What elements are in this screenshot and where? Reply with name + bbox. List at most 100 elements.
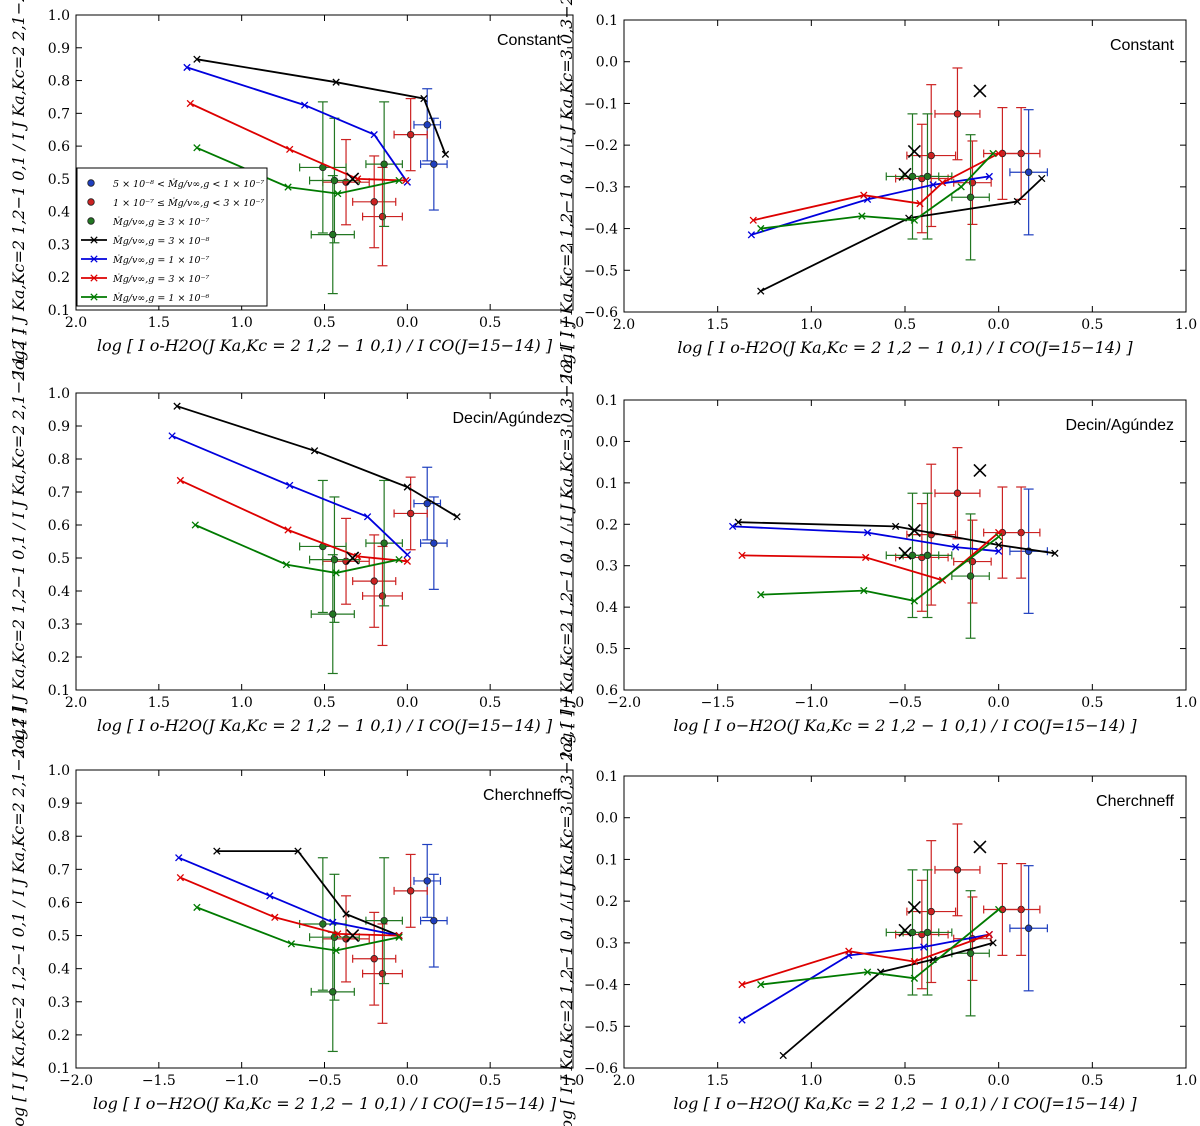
observation-green bbox=[902, 869, 953, 996]
highlight-cross bbox=[973, 840, 987, 854]
panel-title: Constant bbox=[1110, 37, 1175, 54]
observation-red bbox=[393, 853, 428, 928]
series-point bbox=[995, 533, 1003, 541]
series-point bbox=[985, 930, 993, 939]
series-point bbox=[176, 476, 185, 485]
highlight-cross bbox=[907, 523, 921, 538]
y-tick-label: 0.3 bbox=[596, 936, 618, 952]
x-tick-label: 1.0 bbox=[231, 695, 253, 711]
observation-blue bbox=[1009, 109, 1048, 236]
series-point bbox=[282, 560, 291, 569]
observation-green bbox=[365, 479, 403, 607]
observation-point bbox=[329, 988, 337, 996]
observation-point bbox=[406, 509, 415, 518]
series-point bbox=[1051, 549, 1059, 557]
highlight-cross bbox=[346, 928, 360, 943]
series-line bbox=[751, 175, 990, 236]
observation-point bbox=[953, 866, 962, 874]
observation-point bbox=[1024, 168, 1033, 176]
y-tick-label: −0.4 bbox=[584, 222, 618, 238]
series-line bbox=[760, 535, 1000, 602]
observation-point bbox=[380, 539, 388, 547]
y-tick-label: 0.0 bbox=[596, 434, 618, 450]
panel-3: 2.0 1.5 1.0 0.5 0.0 0.5 1.0 0.1 0.2 0.3 0.4 0.5 0.6 0… bbox=[9, 328, 584, 754]
series-point bbox=[271, 913, 279, 922]
x-tick-label: −2.0 bbox=[607, 695, 641, 711]
x-tick-label: 1.0 bbox=[800, 317, 822, 333]
x-tick-label: 0.5 bbox=[479, 315, 501, 331]
series-green bbox=[757, 149, 997, 233]
y-tick-label: 0.2 bbox=[48, 1028, 70, 1044]
series-line bbox=[782, 942, 994, 1057]
x-tick-label: 0.5 bbox=[479, 1073, 501, 1089]
legend-cross bbox=[90, 255, 98, 263]
series-point bbox=[342, 910, 350, 918]
observation-blue bbox=[1009, 865, 1048, 992]
x-tick-label: 0.5 bbox=[1081, 317, 1103, 333]
y-tick-label: 0.1 bbox=[596, 393, 618, 409]
y-tick-label: −0.2 bbox=[584, 138, 618, 154]
observation-point bbox=[329, 610, 337, 618]
legend-dot bbox=[87, 217, 95, 225]
x-tick-label: 0.5 bbox=[313, 695, 335, 711]
series-point bbox=[957, 183, 965, 191]
series-point bbox=[863, 528, 872, 537]
series-point bbox=[294, 847, 302, 855]
series-point bbox=[287, 940, 296, 948]
series-red bbox=[738, 930, 993, 989]
observation-green bbox=[902, 113, 953, 240]
series-green bbox=[757, 533, 1003, 605]
series-point bbox=[300, 101, 309, 109]
series-point bbox=[168, 432, 176, 440]
legend-label: Ṁg/v∞,g ≥ 3 × 10⁻⁷ bbox=[112, 216, 210, 228]
series-line bbox=[760, 152, 994, 230]
x-tick-label: 0.0 bbox=[988, 1073, 1010, 1089]
observation-point bbox=[923, 172, 932, 181]
series-point bbox=[910, 957, 919, 966]
observation-point bbox=[319, 920, 327, 928]
series-point bbox=[332, 569, 340, 577]
highlight-cross bbox=[898, 923, 912, 937]
y-tick-label: 0.4 bbox=[596, 600, 618, 616]
x-tick-label: 1.0 bbox=[562, 1073, 584, 1089]
observation-blue bbox=[413, 88, 442, 162]
series-point bbox=[402, 176, 410, 185]
y-tick-label: −0.5 bbox=[584, 263, 618, 279]
plot-frame bbox=[623, 19, 1187, 313]
series-point bbox=[779, 1051, 787, 1060]
series-line bbox=[732, 525, 999, 553]
series-green bbox=[757, 905, 1003, 989]
series-point bbox=[370, 130, 378, 139]
observation-red bbox=[934, 67, 981, 161]
y-tick-label: 0.2 bbox=[596, 894, 618, 910]
y-tick-label: 0.9 bbox=[48, 41, 70, 57]
y-tick-label: 0.1 bbox=[596, 476, 618, 492]
observation-green bbox=[310, 175, 355, 295]
x-tick-label: 1.0 bbox=[1175, 695, 1197, 711]
legend-entry: Ṁg/v∞,g = 1 × 10⁻⁷ bbox=[81, 254, 210, 266]
series-point bbox=[989, 939, 997, 947]
series-line bbox=[178, 856, 400, 937]
series-point bbox=[213, 847, 221, 855]
series-line bbox=[171, 435, 408, 556]
y-tick-label: 0.4 bbox=[48, 205, 70, 221]
x-axis-label: log [ I o-H2O(J Ka,Kc = 2 1,2 − 1 0,1) /… bbox=[677, 338, 1133, 357]
observation-red bbox=[983, 486, 1022, 579]
series-point bbox=[910, 216, 919, 224]
series-point bbox=[910, 974, 919, 982]
observation-point bbox=[370, 577, 378, 585]
x-tick-label: −0.5 bbox=[888, 695, 922, 711]
observation-point bbox=[378, 969, 387, 978]
series-point bbox=[734, 518, 742, 526]
series-point bbox=[985, 172, 993, 181]
x-tick-label: 0.0 bbox=[396, 695, 418, 711]
observation-point bbox=[966, 949, 975, 957]
x-tick-label: 2.0 bbox=[613, 317, 635, 333]
series-point bbox=[863, 968, 872, 976]
y-axis-label: log [ I J Ka,Kc=2 1,2−1 0,1 / I J Ka,Kc=… bbox=[557, 0, 576, 379]
y-tick-label: 0.4 bbox=[48, 584, 70, 600]
series-point bbox=[395, 176, 403, 185]
observation-point bbox=[923, 551, 932, 560]
observation-green bbox=[299, 479, 347, 614]
y-tick-label: 1.0 bbox=[48, 386, 70, 402]
